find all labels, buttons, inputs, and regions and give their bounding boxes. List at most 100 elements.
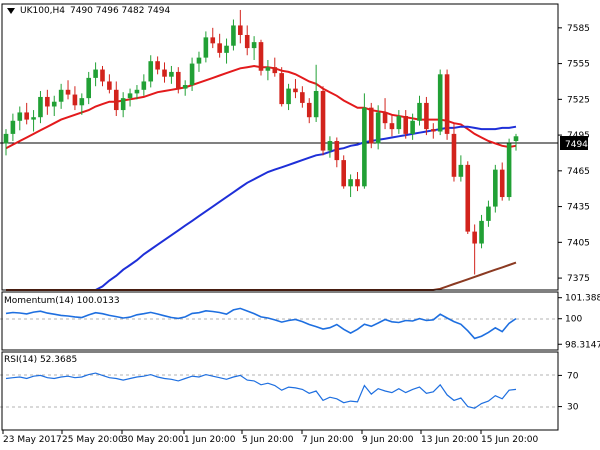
candle-body [203,37,209,58]
candle-body [286,88,291,105]
candle-body [100,69,105,82]
candle [286,83,291,111]
candle-body [389,123,395,130]
price-tick-label: 7585 [567,24,590,34]
time-tick-label: 5 Jun 20:00 [242,435,294,445]
candle-body [506,143,512,198]
candle [238,9,243,44]
candle [79,93,85,115]
candle-body [127,93,133,99]
rsi-panel[interactable]: RSI(14) 52.3685 70 30 [0,355,579,413]
candle-body [244,34,250,49]
candle [493,164,498,213]
candle [127,88,133,107]
momentum-axis: 101.3889 100 98.3147 [558,294,600,350]
candle [272,57,278,77]
candle-body [410,120,415,134]
candle-body [465,164,471,232]
price-tick-label: 7525 [567,95,590,105]
candle [355,172,360,192]
candle-body [210,37,216,44]
candle-body [444,74,450,134]
candle-body [175,71,181,89]
candle-body [10,120,16,134]
candle-body [58,89,64,102]
rsi-title: RSI(14) 52.3685 [4,355,77,365]
momentum-tick-label: 101.3889 [565,294,600,304]
time-tick-label: 25 May 20:00 [62,435,124,445]
candle [417,95,422,126]
candle [437,69,443,136]
candle [334,137,340,168]
current-price-tag [560,136,588,150]
candle [38,90,43,124]
candle-body [51,101,57,107]
candle [258,39,264,76]
candle-body [72,94,78,106]
candle-body [375,112,381,144]
candle-body [258,42,264,71]
time-tick-label: 1 Jun 20:00 [184,435,236,445]
price-tick-label: 7375 [567,274,590,284]
candle [182,80,188,96]
candle-body [486,206,491,221]
candle-body [113,89,119,111]
momentum-line [5,307,517,340]
candle [86,71,92,105]
momentum-panel[interactable]: Momentum(14) 100.0133 101.3889 100 98.3147 [0,294,600,351]
momentum-tick-label: 100 [565,315,582,325]
candle [189,57,195,91]
candle-body [300,92,305,103]
candle-body [362,107,367,187]
price-tick-label: 7435 [567,203,590,213]
candle-body [265,67,271,71]
candle [362,93,367,189]
candle [368,102,374,149]
candle-body [437,74,443,132]
candle-body [279,73,284,105]
candle [65,80,71,100]
candle-body [238,25,243,35]
rsi-axis: 70 30 [558,371,579,413]
candle [251,36,257,61]
candle [451,123,457,182]
candle [51,95,57,117]
candle [17,106,23,131]
candle [430,123,436,139]
candle-body [93,69,98,78]
time-tick-label: 30 May 20:00 [122,435,184,445]
candle [300,86,305,108]
candle [306,98,312,124]
candle-body [479,220,484,244]
price-panel-frame [1,3,559,291]
time-tick-label: 9 Jun 20:00 [362,435,414,445]
candle [134,85,140,100]
ohlc-values: 7490 7496 7482 7494 [70,6,170,16]
candle [100,65,105,87]
candle-body [155,61,160,70]
candle [31,110,36,132]
candle [265,60,271,81]
candle-body [451,133,457,177]
panel-frames [1,3,559,431]
candlesticks [3,9,519,275]
candle [472,224,477,275]
candle-body [79,98,85,106]
candle [72,86,78,111]
candle [320,86,326,156]
candle [396,110,402,134]
candle [293,79,298,99]
candle-body [196,57,202,64]
candle-body [189,63,195,86]
momentum-tick-label: 98.3147 [565,340,600,350]
candle [120,92,126,118]
triangle-down-icon[interactable] [7,8,15,14]
candle [107,74,112,94]
candle [210,27,216,49]
candle [217,33,222,58]
candle [513,133,519,151]
candle-body [182,85,188,89]
rsi-line [5,372,517,409]
